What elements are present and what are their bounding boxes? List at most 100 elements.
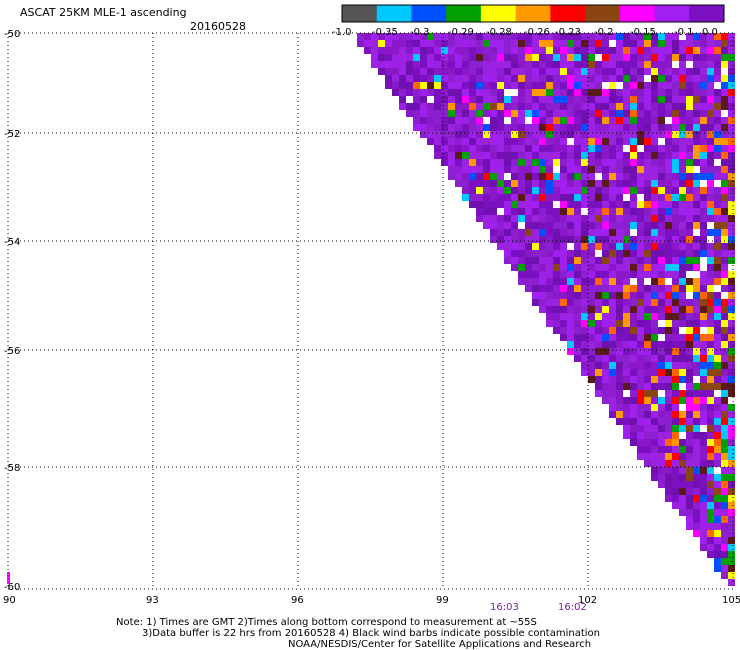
swath-cell bbox=[651, 299, 658, 306]
swath-cell bbox=[490, 68, 497, 75]
swath-cell bbox=[714, 523, 721, 530]
colorbar-swatch bbox=[446, 5, 482, 22]
swath-cell bbox=[581, 33, 588, 40]
note-line-2: 3)Data buffer is 22 hrs from 20160528 4)… bbox=[142, 628, 600, 639]
swath-cell bbox=[693, 460, 700, 467]
swath-cell bbox=[623, 418, 630, 425]
swath-cell bbox=[609, 292, 616, 299]
swath-cell bbox=[644, 166, 651, 173]
swath-cell bbox=[399, 61, 406, 68]
swath-cell bbox=[714, 124, 721, 131]
swath-cell bbox=[679, 47, 686, 54]
swath-cell bbox=[672, 432, 679, 439]
swath-cell bbox=[721, 453, 728, 460]
swath-cell bbox=[658, 173, 665, 180]
swath-cell bbox=[497, 194, 504, 201]
swath-cell bbox=[707, 544, 714, 551]
swath-cell bbox=[602, 334, 609, 341]
swath-cell bbox=[693, 271, 700, 278]
swath-cell bbox=[427, 75, 434, 82]
swath-cell bbox=[665, 488, 672, 495]
swath-cell bbox=[511, 243, 518, 250]
colorbar-label: -0.29 bbox=[448, 27, 474, 38]
swath-cell bbox=[525, 152, 532, 159]
swath-cell bbox=[700, 264, 707, 271]
swath-cell bbox=[658, 208, 665, 215]
swath-cell bbox=[476, 180, 483, 187]
swath-cell bbox=[581, 271, 588, 278]
swath-cell bbox=[721, 460, 728, 467]
swath-cell bbox=[560, 292, 567, 299]
swath-cell bbox=[721, 103, 728, 110]
swath-cell bbox=[518, 208, 525, 215]
swath-cell bbox=[700, 537, 707, 544]
swath-cell bbox=[511, 89, 518, 96]
swath-cell bbox=[665, 201, 672, 208]
swath-cell bbox=[679, 467, 686, 474]
swath-cell bbox=[665, 432, 672, 439]
swath-cell bbox=[700, 222, 707, 229]
swath-cell bbox=[511, 215, 518, 222]
swath-cell bbox=[630, 187, 637, 194]
swath-cell bbox=[623, 355, 630, 362]
swath-cell bbox=[602, 229, 609, 236]
swath-cell bbox=[525, 40, 532, 47]
swath-cell bbox=[560, 145, 567, 152]
swath-cell bbox=[623, 432, 630, 439]
swath-cell bbox=[560, 285, 567, 292]
swath-cell bbox=[714, 138, 721, 145]
swath-cell bbox=[616, 131, 623, 138]
swath-cell bbox=[385, 40, 392, 47]
swath-cell bbox=[595, 138, 602, 145]
swath-cell bbox=[686, 285, 693, 292]
swath-cell bbox=[679, 432, 686, 439]
colorbar-swatch bbox=[411, 5, 447, 22]
swath-cell bbox=[462, 82, 469, 89]
swath-cell bbox=[392, 68, 399, 75]
swath-cell bbox=[588, 131, 595, 138]
swath-cell bbox=[595, 159, 602, 166]
swath-cell bbox=[693, 327, 700, 334]
swath-cell bbox=[588, 180, 595, 187]
swath-cell bbox=[714, 369, 721, 376]
swath-cell bbox=[581, 117, 588, 124]
swath-cell bbox=[581, 264, 588, 271]
swath-cell bbox=[560, 306, 567, 313]
swath-cell bbox=[581, 47, 588, 54]
swath-cell bbox=[714, 250, 721, 257]
swath-cell bbox=[567, 96, 574, 103]
swath-cell bbox=[406, 89, 413, 96]
swath-cell bbox=[714, 229, 721, 236]
swath-cell bbox=[651, 33, 658, 40]
swath-cell bbox=[686, 110, 693, 117]
swath-cell bbox=[546, 299, 553, 306]
swath-cell bbox=[637, 89, 644, 96]
swath-cell bbox=[483, 110, 490, 117]
swath-cell bbox=[588, 187, 595, 194]
swath-cell bbox=[532, 250, 539, 257]
swath-cell bbox=[497, 89, 504, 96]
swath-cell bbox=[469, 96, 476, 103]
swath-cell bbox=[707, 432, 714, 439]
swath-cell bbox=[686, 40, 693, 47]
swath-cell bbox=[686, 236, 693, 243]
lon-label-102: 102 bbox=[578, 595, 597, 606]
lat-label-50: -50 bbox=[4, 29, 20, 40]
swath-cell bbox=[490, 47, 497, 54]
swath-cell bbox=[504, 166, 511, 173]
swath-cell bbox=[420, 117, 427, 124]
swath-cell bbox=[714, 180, 721, 187]
swath-cell bbox=[728, 467, 735, 474]
swath-cell bbox=[567, 54, 574, 61]
swath-cell bbox=[644, 425, 651, 432]
swath-cell bbox=[518, 222, 525, 229]
colorbar-swatch bbox=[376, 5, 412, 22]
swath-cell bbox=[630, 194, 637, 201]
swath-cell bbox=[539, 208, 546, 215]
swath-cell bbox=[679, 61, 686, 68]
swath-cell bbox=[588, 201, 595, 208]
swath-cell bbox=[714, 278, 721, 285]
swath-cell bbox=[679, 152, 686, 159]
swath-cell bbox=[553, 250, 560, 257]
swath-cell bbox=[616, 208, 623, 215]
